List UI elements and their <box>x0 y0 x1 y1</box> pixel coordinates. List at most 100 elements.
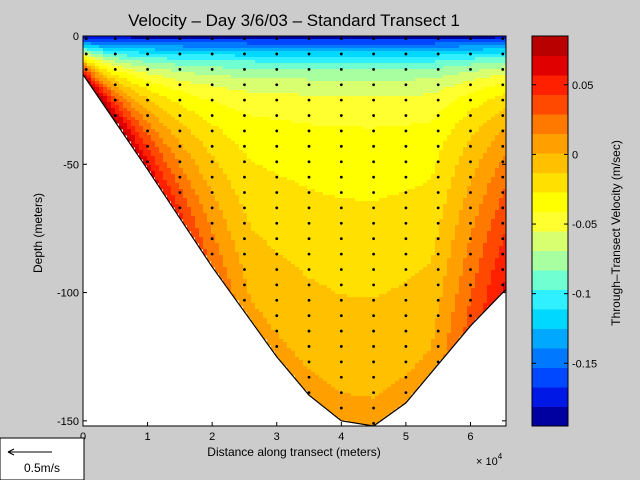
velocity-cell <box>207 207 212 211</box>
velocity-cell <box>283 306 288 310</box>
velocity-cell <box>287 150 292 154</box>
velocity-cell <box>315 39 320 43</box>
velocity-cell <box>339 153 344 157</box>
velocity-cell <box>319 222 324 226</box>
velocity-cell <box>159 36 164 40</box>
velocity-cell <box>203 168 208 172</box>
velocity-cell <box>91 42 96 46</box>
velocity-cell <box>259 117 264 121</box>
velocity-cell <box>283 267 288 271</box>
velocity-cell <box>339 120 344 124</box>
velocity-cell <box>283 357 288 361</box>
velocity-cell <box>231 246 236 250</box>
velocity-cell <box>183 84 188 88</box>
velocity-cell <box>183 123 188 127</box>
velocity-cell <box>283 249 288 253</box>
velocity-cell <box>199 189 204 193</box>
velocity-cell <box>259 180 264 184</box>
velocity-cell <box>119 57 124 61</box>
velocity-cell <box>243 135 248 139</box>
velocity-cell <box>303 45 308 49</box>
velocity-cell <box>251 162 256 166</box>
velocity-cell <box>119 114 124 118</box>
velocity-cell <box>319 261 324 265</box>
velocity-cell <box>287 300 292 304</box>
velocity-cell <box>239 150 244 154</box>
velocity-cell <box>291 246 296 250</box>
velocity-cell <box>255 72 260 76</box>
velocity-cell <box>255 156 260 160</box>
velocity-cell <box>339 258 344 262</box>
velocity-cell <box>191 159 196 163</box>
velocity-cell <box>267 87 272 91</box>
velocity-cell <box>223 132 228 136</box>
velocity-cell <box>267 234 272 238</box>
velocity-cell <box>247 51 252 55</box>
velocity-cell <box>331 165 336 169</box>
velocity-cell <box>343 99 348 103</box>
velocity-cell <box>267 210 272 214</box>
velocity-cell <box>83 66 88 70</box>
velocity-cell <box>279 162 284 166</box>
velocity-cell <box>99 66 104 70</box>
velocity-cell <box>307 204 312 208</box>
velocity-cell <box>339 225 344 229</box>
velocity-cell <box>171 102 176 106</box>
velocity-cell <box>331 183 336 187</box>
velocity-cell <box>291 45 296 49</box>
velocity-cell <box>207 210 212 214</box>
velocity-cell <box>243 48 248 52</box>
velocity-cell <box>327 273 332 277</box>
velocity-cell <box>91 39 96 43</box>
velocity-cell <box>131 39 136 43</box>
velocity-cell <box>247 39 252 43</box>
velocity-cell <box>303 282 308 286</box>
velocity-cell <box>295 129 300 133</box>
velocity-cell <box>327 123 332 127</box>
velocity-cell <box>223 51 228 55</box>
velocity-cell <box>107 105 112 109</box>
velocity-cell <box>115 108 120 112</box>
velocity-cell <box>167 63 172 67</box>
velocity-cell <box>315 219 320 223</box>
velocity-cell <box>83 45 88 49</box>
velocity-cell <box>167 198 172 202</box>
velocity-cell <box>335 252 340 256</box>
velocity-cell <box>227 84 232 88</box>
velocity-cell <box>267 180 272 184</box>
velocity-cell <box>175 66 180 70</box>
velocity-cell <box>251 252 256 256</box>
velocity-cell <box>255 219 260 223</box>
velocity-cell <box>319 174 324 178</box>
velocity-cell <box>235 210 240 214</box>
velocity-cell <box>275 78 280 82</box>
velocity-cell <box>87 60 92 64</box>
velocity-cell <box>327 300 332 304</box>
velocity-cell <box>335 69 340 73</box>
velocity-cell <box>259 99 264 103</box>
velocity-cell <box>227 81 232 85</box>
velocity-cell <box>243 273 248 277</box>
velocity-cell <box>215 243 220 247</box>
velocity-cell <box>335 366 340 370</box>
velocity-cell <box>335 327 340 331</box>
velocity-cell <box>327 336 332 340</box>
velocity-cell <box>343 180 348 184</box>
velocity-cell <box>231 39 236 43</box>
velocity-cell <box>327 213 332 217</box>
velocity-cell <box>219 183 224 187</box>
velocity-cell <box>243 219 248 223</box>
velocity-cell <box>319 306 324 310</box>
velocity-cell <box>327 354 332 358</box>
velocity-cell <box>315 279 320 283</box>
velocity-cell <box>255 48 260 52</box>
velocity-cell <box>319 312 324 316</box>
velocity-cell <box>335 270 340 274</box>
velocity-cell <box>167 111 172 115</box>
velocity-cell <box>211 243 216 247</box>
velocity-cell <box>199 132 204 136</box>
velocity-cell <box>275 198 280 202</box>
velocity-cell <box>223 141 228 145</box>
velocity-cell <box>271 231 276 235</box>
velocity-cell <box>323 138 328 142</box>
